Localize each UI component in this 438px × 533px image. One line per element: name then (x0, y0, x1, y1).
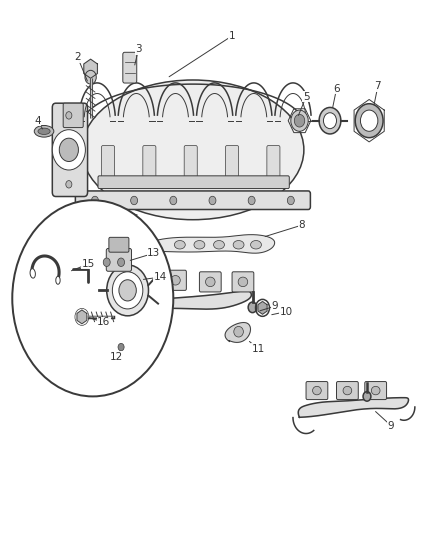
FancyBboxPatch shape (267, 146, 280, 178)
Circle shape (323, 113, 336, 128)
FancyBboxPatch shape (102, 146, 115, 178)
Polygon shape (298, 398, 409, 417)
Text: 16: 16 (97, 317, 110, 327)
Ellipse shape (214, 240, 224, 249)
Text: 14: 14 (154, 272, 167, 282)
Polygon shape (258, 302, 267, 314)
Circle shape (287, 196, 294, 205)
FancyBboxPatch shape (109, 237, 129, 252)
FancyBboxPatch shape (165, 270, 186, 290)
Circle shape (209, 196, 216, 205)
Ellipse shape (34, 125, 54, 137)
Text: 1: 1 (229, 31, 235, 41)
Circle shape (363, 392, 371, 401)
Circle shape (12, 200, 173, 397)
FancyBboxPatch shape (199, 272, 221, 292)
Ellipse shape (136, 277, 145, 287)
FancyBboxPatch shape (232, 272, 254, 292)
Text: 15: 15 (82, 259, 95, 269)
FancyBboxPatch shape (143, 146, 156, 178)
Ellipse shape (30, 269, 35, 278)
FancyBboxPatch shape (336, 382, 358, 400)
Circle shape (113, 272, 143, 309)
FancyBboxPatch shape (365, 382, 387, 400)
Circle shape (117, 258, 124, 266)
Text: 11: 11 (251, 344, 265, 354)
Ellipse shape (56, 276, 60, 284)
Ellipse shape (194, 240, 205, 249)
Ellipse shape (174, 240, 185, 249)
Circle shape (360, 110, 378, 131)
FancyBboxPatch shape (130, 272, 152, 292)
Text: 7: 7 (374, 81, 381, 91)
Polygon shape (225, 322, 251, 342)
Circle shape (59, 138, 78, 161)
Text: 8: 8 (298, 220, 305, 230)
FancyBboxPatch shape (184, 146, 197, 178)
Polygon shape (148, 235, 275, 253)
Text: 6: 6 (333, 84, 340, 94)
Ellipse shape (234, 326, 244, 337)
Ellipse shape (313, 386, 321, 395)
Polygon shape (77, 310, 87, 324)
Circle shape (52, 130, 85, 170)
Text: 9: 9 (272, 301, 278, 311)
Ellipse shape (343, 386, 352, 395)
Circle shape (131, 196, 138, 205)
FancyBboxPatch shape (63, 103, 83, 127)
Circle shape (291, 110, 308, 131)
Ellipse shape (38, 128, 50, 134)
Circle shape (66, 181, 72, 188)
Circle shape (103, 258, 110, 266)
Circle shape (319, 108, 341, 134)
FancyBboxPatch shape (106, 248, 131, 271)
Polygon shape (116, 290, 251, 325)
Circle shape (170, 196, 177, 205)
Text: 12: 12 (110, 352, 124, 361)
Ellipse shape (251, 240, 261, 249)
Circle shape (355, 104, 383, 138)
Circle shape (107, 265, 148, 316)
Ellipse shape (171, 276, 180, 285)
FancyBboxPatch shape (306, 382, 328, 400)
Ellipse shape (238, 277, 248, 287)
Text: 3: 3 (135, 44, 142, 54)
FancyBboxPatch shape (52, 103, 88, 197)
Circle shape (115, 340, 127, 354)
Circle shape (248, 302, 257, 313)
Text: 5: 5 (303, 92, 309, 102)
Circle shape (118, 343, 124, 351)
Text: 2: 2 (74, 52, 81, 62)
Polygon shape (84, 59, 97, 78)
Ellipse shape (205, 277, 215, 287)
Circle shape (92, 196, 99, 205)
Text: 10: 10 (280, 306, 293, 317)
Circle shape (294, 114, 305, 127)
Circle shape (119, 280, 136, 301)
FancyBboxPatch shape (98, 176, 289, 189)
Circle shape (248, 196, 255, 205)
Text: 13: 13 (147, 248, 160, 259)
Ellipse shape (233, 240, 244, 249)
FancyBboxPatch shape (123, 52, 137, 83)
Text: 9: 9 (388, 421, 394, 431)
Ellipse shape (371, 386, 380, 395)
Text: 4: 4 (34, 116, 41, 126)
FancyBboxPatch shape (226, 146, 239, 178)
Ellipse shape (82, 80, 304, 220)
Circle shape (85, 70, 96, 84)
FancyBboxPatch shape (75, 191, 311, 209)
Circle shape (66, 112, 72, 119)
